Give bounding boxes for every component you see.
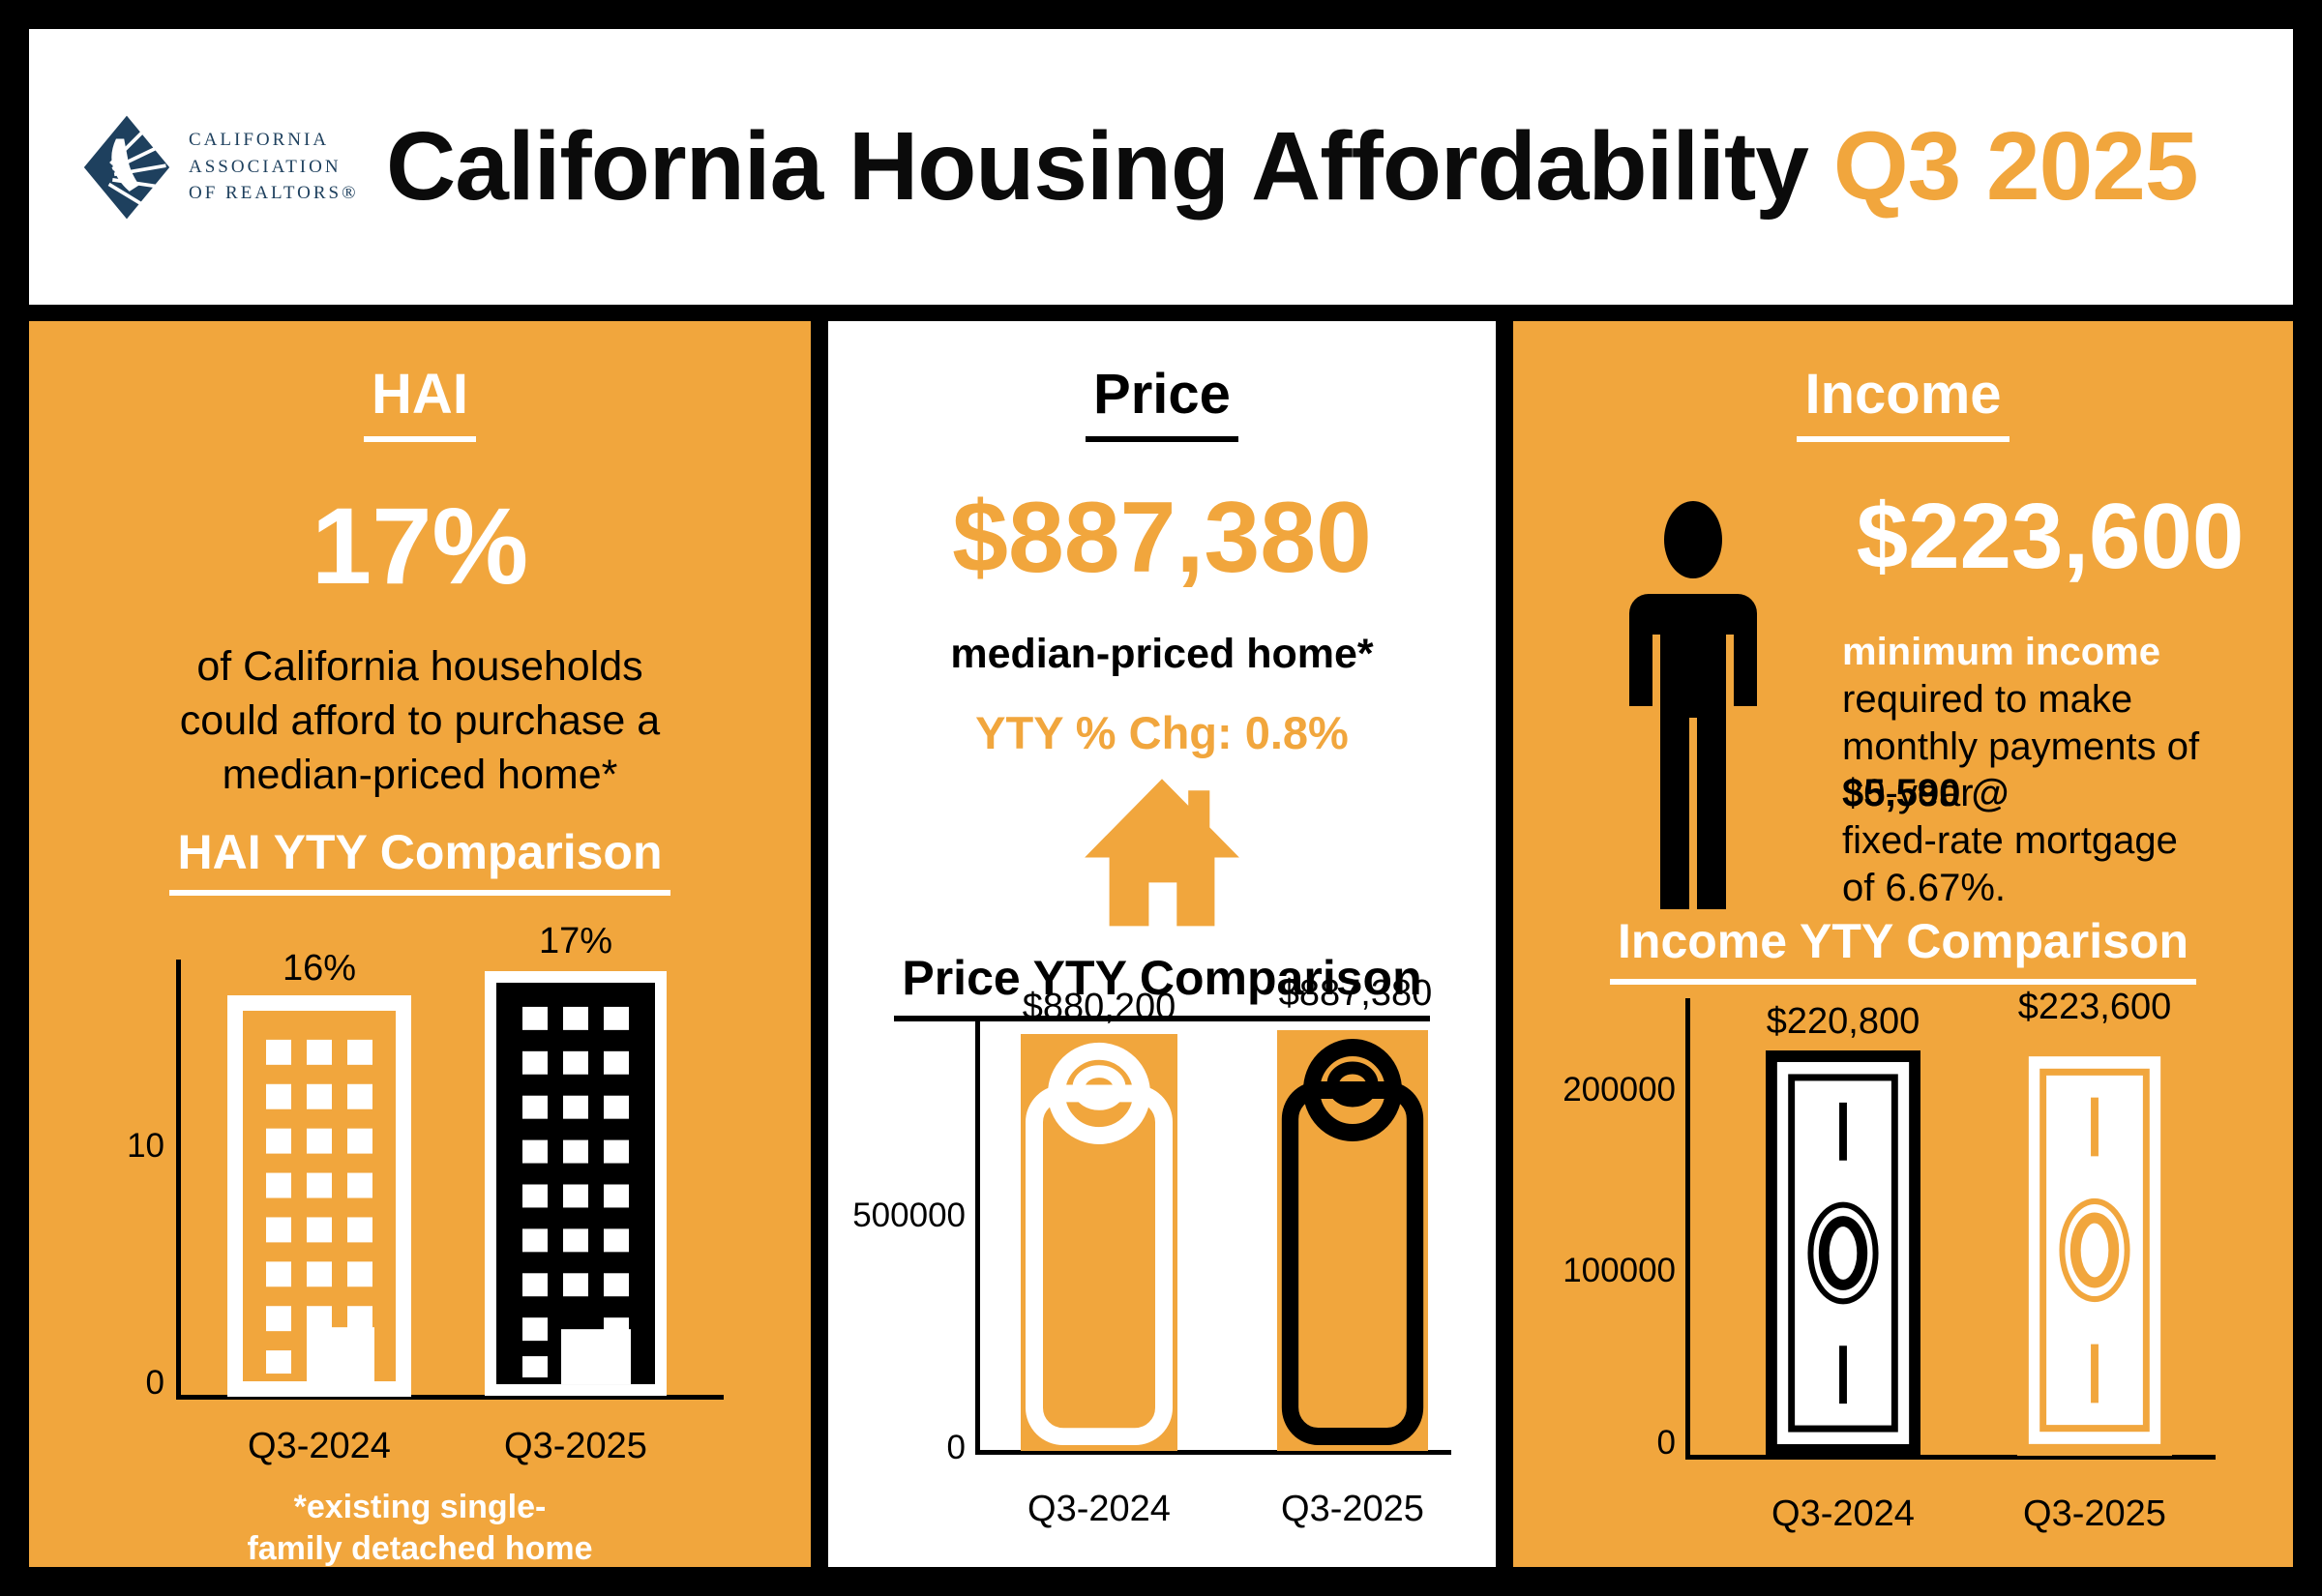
hai-bar-value-2024: 16%	[282, 948, 357, 989]
price-ytick-0: 0	[946, 1429, 966, 1466]
person-icon	[1616, 493, 1771, 919]
income-bar-value-2024: $220,800	[1766, 1001, 1920, 1042]
income-ytick-100000: 100000	[1563, 1252, 1676, 1289]
hai-chart-x-axis	[176, 1395, 724, 1400]
price-bar-value-2025: $887,380	[1278, 973, 1433, 1014]
price-category-2024: Q3-2024	[1027, 1489, 1171, 1529]
page-title: California Housing Affordability Q3 2025	[359, 111, 2293, 222]
hai-ytick-10: 10	[127, 1127, 164, 1165]
income-chart-y-axis	[1685, 998, 1690, 1460]
income-category-2025: Q3-2025	[2023, 1493, 2166, 1534]
hai-panel: HAI 17% of California households could a…	[29, 321, 811, 1567]
hai-ytick-0: 0	[145, 1364, 164, 1402]
price-yty-change: YTY % Chg: 0.8%	[975, 707, 1349, 758]
income-desc-bold: minimum income	[1842, 631, 2160, 673]
car-logo-icon	[83, 115, 170, 219]
hai-desc-line: could afford to purchase a	[179, 696, 661, 744]
income-big-value: $223,600	[1856, 485, 2245, 588]
price-bar-value-2024: $880,200	[1022, 987, 1176, 1027]
hai-footnote: *existing single- family detached home	[29, 1487, 811, 1569]
hai-chart-y-axis	[176, 960, 181, 1400]
hai-desc-line: median-priced home*	[222, 751, 618, 798]
income-desc-line: fixed-rate mortgage	[1842, 819, 2178, 863]
hai-description: of California households could afford to…	[29, 640, 811, 803]
price-chart-heading: Price YTY Comparison	[828, 950, 1496, 1021]
income-description: minimum income required to make monthly …	[1842, 629, 2258, 912]
income-heading: Income	[1513, 362, 2293, 442]
hai-heading: HAI	[29, 362, 811, 442]
page-title-quarter: Q3 2025	[1832, 112, 2199, 221]
hai-chart-heading: HAI YTY Comparison	[29, 824, 811, 896]
logo-line-1: CALIFORNIA	[189, 130, 330, 151]
price-subtitle: median-priced home*	[950, 631, 1374, 677]
price-chart-x-axis	[975, 1450, 1451, 1455]
income-ytick-0: 0	[1656, 1424, 1676, 1462]
page-title-main: California Housing Affordability	[386, 112, 1809, 221]
hai-category-2024: Q3-2024	[248, 1426, 391, 1466]
building-icon-2025	[484, 970, 668, 1397]
income-chart-heading: Income YTY Comparison	[1513, 913, 2293, 985]
dollar-bill-icon-2025	[2017, 1045, 2172, 1456]
income-desc-line: $5,590 @ 30-year	[1842, 770, 2258, 817]
logo-line-2: ASSOCIATION	[189, 156, 342, 177]
car-logo-text: CALIFORNIA ASSOCIATION OF REALTORS®	[189, 127, 359, 207]
dollar-bill-icon-2024	[1766, 1050, 1920, 1456]
hai-footnote-line: family detached home	[247, 1529, 593, 1567]
hai-bar-value-2025: 17%	[538, 921, 613, 961]
price-big-value: $887,380	[952, 482, 1372, 594]
building-icon-2024	[227, 995, 411, 1397]
income-panel: Income $223,600 minimum income required …	[1513, 321, 2293, 1567]
price-tag-icon-2024	[1021, 1034, 1177, 1451]
hai-big-value: 17%	[311, 486, 529, 606]
price-chart-y-axis	[975, 1020, 980, 1455]
price-ytick-500000: 500000	[852, 1197, 966, 1234]
logo-line-3: OF REALTORS®	[189, 183, 359, 204]
header: CALIFORNIA ASSOCIATION OF REALTORS® Cali…	[29, 29, 2293, 305]
house-icon	[1080, 774, 1244, 929]
income-chart-x-axis	[1685, 1455, 2216, 1460]
income-payment-value: $5,590 @	[1842, 772, 2009, 815]
income-desc-line-rest: 30-year	[1842, 772, 1974, 815]
price-category-2025: Q3-2025	[1281, 1489, 1424, 1529]
income-category-2024: Q3-2024	[1771, 1493, 1915, 1534]
income-ytick-200000: 200000	[1563, 1071, 1676, 1108]
price-heading: Price	[828, 362, 1496, 442]
price-panel: Price $887,380 median-priced home* YTY %…	[828, 321, 1496, 1567]
income-desc-line: monthly payments of	[1842, 724, 2200, 768]
income-desc-line: required to make	[1842, 677, 2133, 721]
hai-desc-line: of California households	[196, 643, 643, 690]
income-bar-value-2025: $223,600	[2017, 987, 2172, 1027]
car-logo: CALIFORNIA ASSOCIATION OF REALTORS®	[82, 110, 359, 224]
price-tag-icon-2025	[1277, 1030, 1428, 1451]
income-desc-line: of 6.67%.	[1842, 866, 2007, 909]
hai-category-2025: Q3-2025	[504, 1426, 647, 1466]
hai-footnote-line: *existing single-	[293, 1489, 547, 1525]
